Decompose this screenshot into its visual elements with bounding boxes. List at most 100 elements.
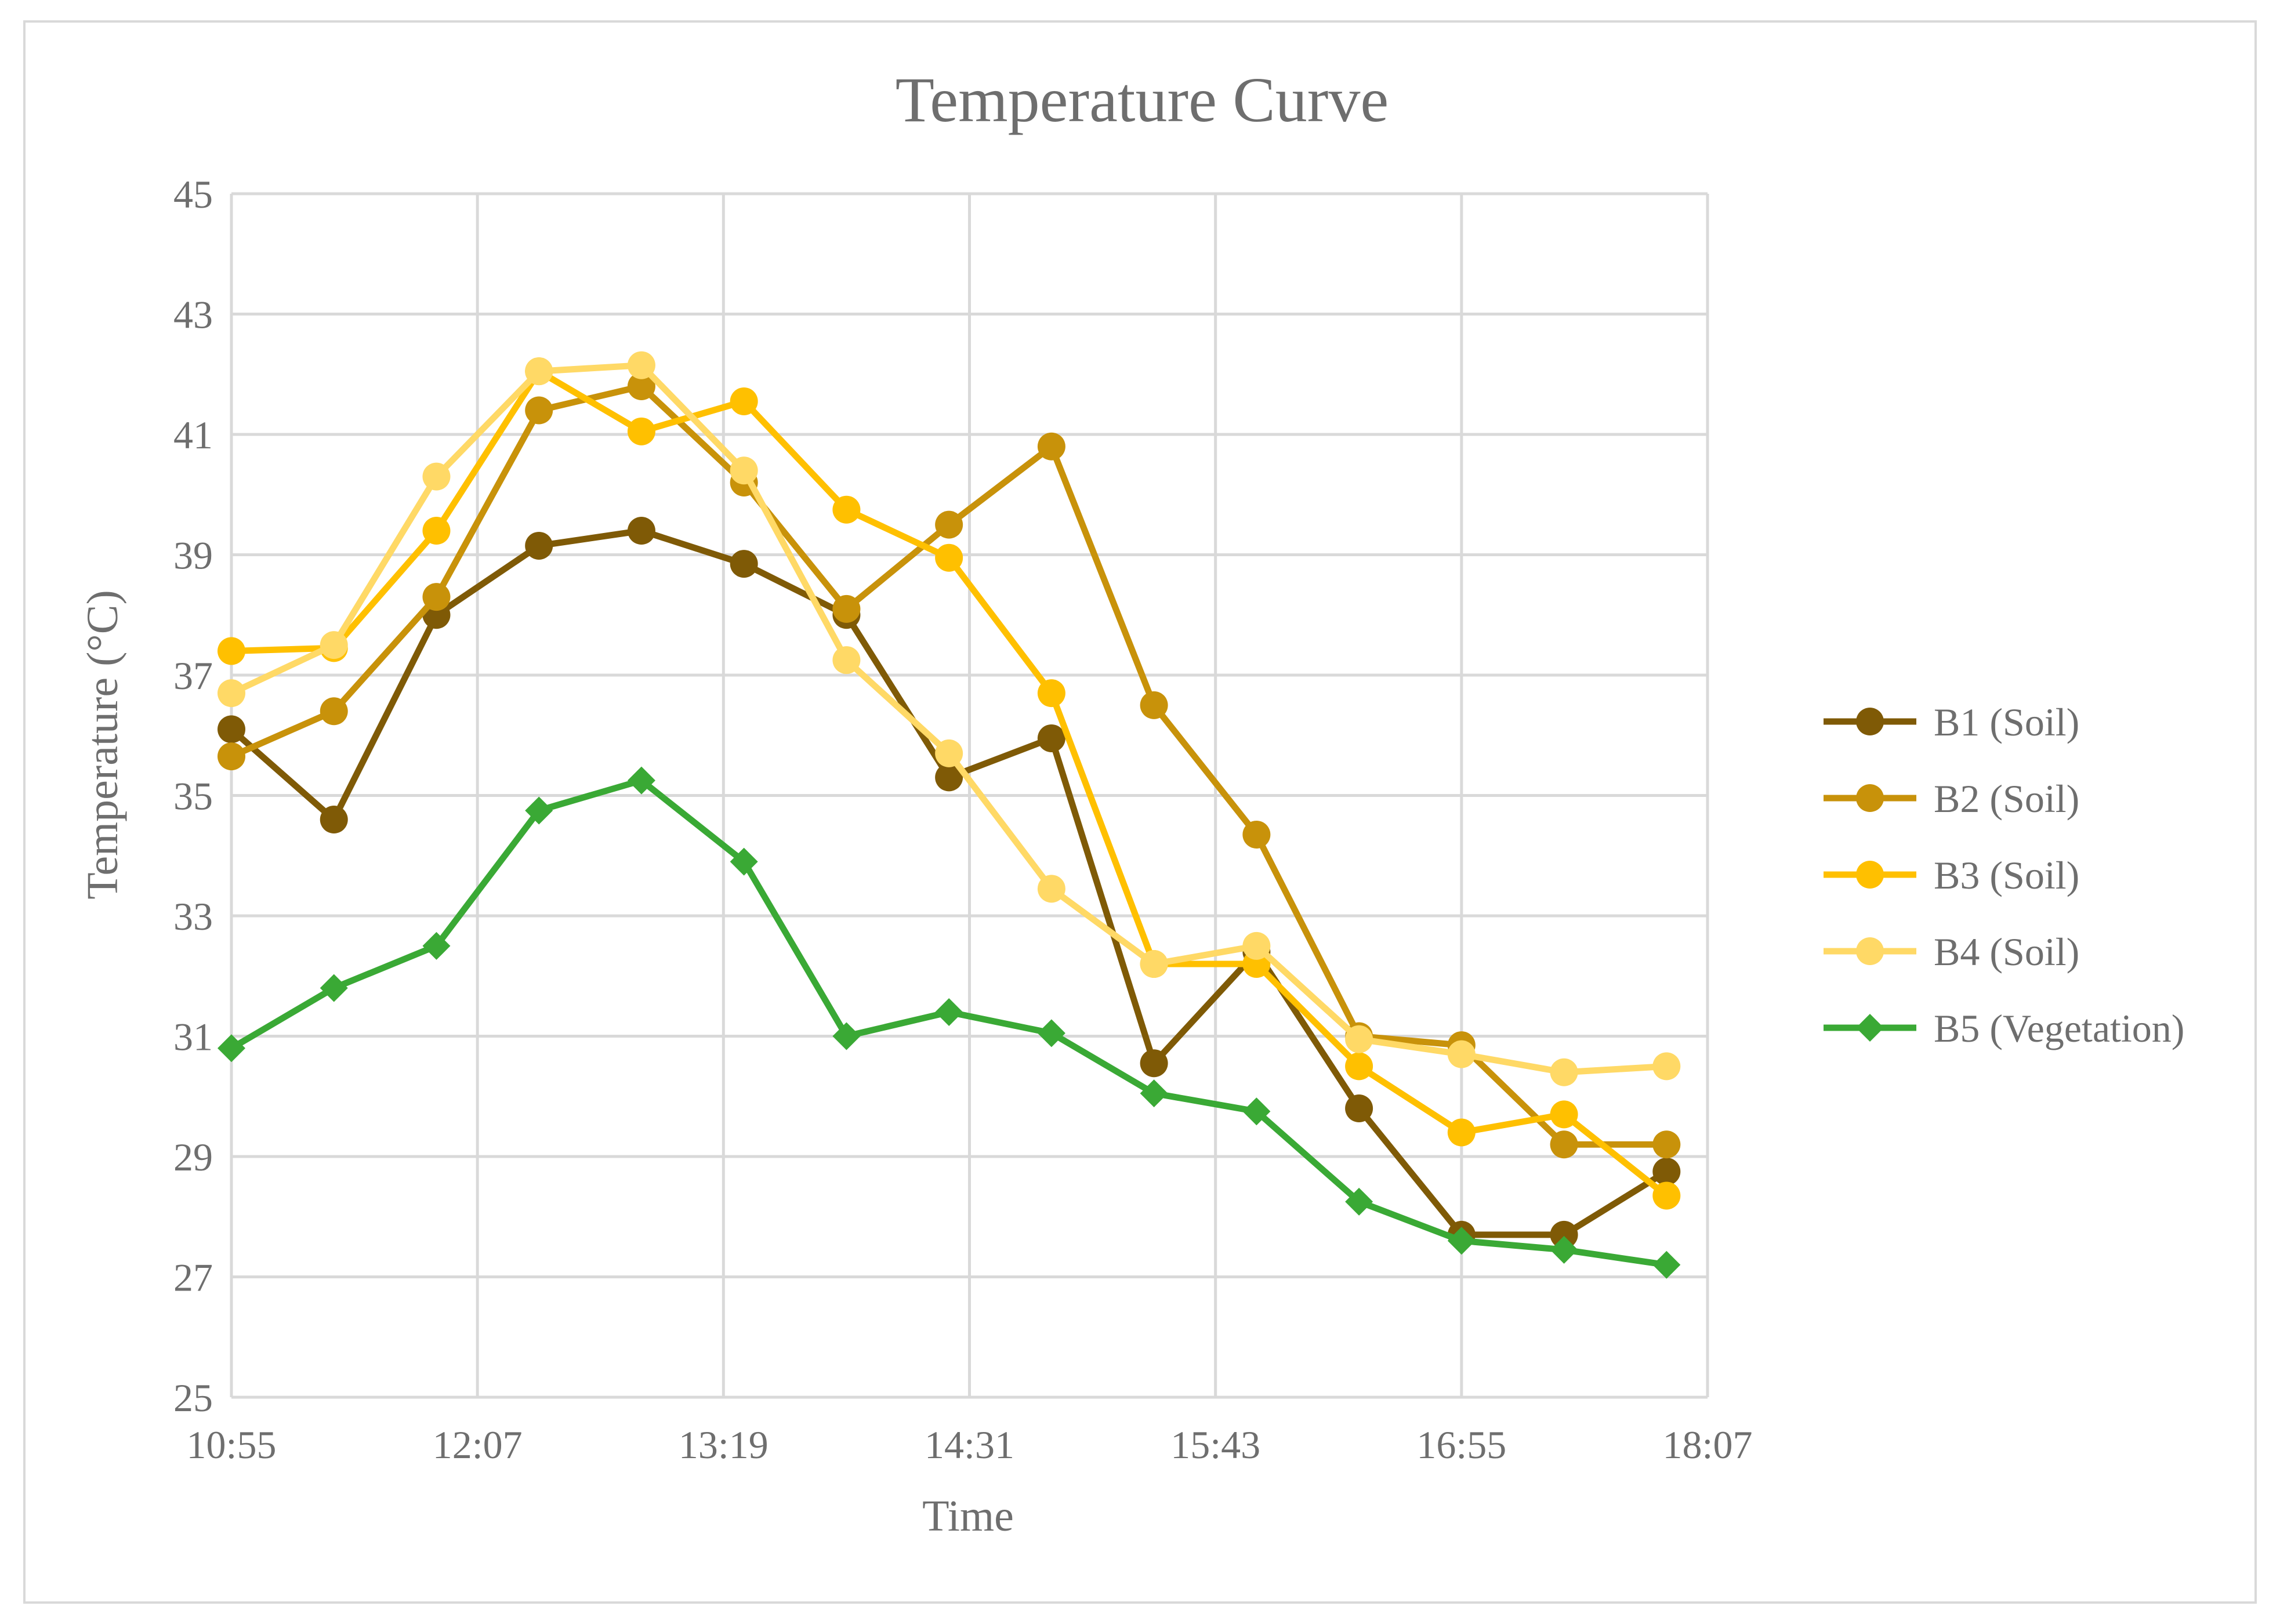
y-tick-label: 31 — [173, 1015, 213, 1059]
series-3-point — [1447, 1118, 1476, 1147]
series-3-point — [627, 417, 655, 445]
series-4-point — [1550, 1058, 1578, 1086]
series-2 — [218, 372, 1681, 1159]
series-3-point — [1037, 679, 1065, 708]
y-tick-label: 43 — [173, 293, 213, 337]
series-1-point — [525, 531, 553, 560]
series-5-point — [218, 1034, 245, 1063]
x-axis-ticks: 10:55 12:07 13:19 14:31 15:43 16:55 18:07 — [187, 1423, 1753, 1467]
series-2-point — [1140, 691, 1168, 719]
series-1-point — [320, 806, 348, 833]
x-tick-label: 13:19 — [679, 1423, 769, 1467]
series-3-point — [422, 517, 451, 545]
x-tick-label: 16:55 — [1416, 1423, 1506, 1467]
temperature-line-chart: Temperature Curve 25 27 29 31 33 35 37 39 41 43 45… — [78, 64, 2184, 1540]
series-5-point — [1242, 1097, 1271, 1126]
series-5-point — [1447, 1227, 1476, 1255]
legend-swatch-marker — [1856, 708, 1884, 735]
series-5-point — [627, 766, 655, 795]
legend: B1 (Soil) B2 (Soil) B3 (Soil) B4 (Soil) B5 (… — [1824, 700, 2184, 1050]
legend-item: B5 (Vegetation) — [1824, 1006, 2184, 1050]
series-1-point — [730, 550, 758, 578]
series-1-point — [1550, 1220, 1578, 1249]
y-tick-label: 37 — [173, 654, 213, 698]
series-2-point — [1550, 1130, 1578, 1159]
y-tick-label: 29 — [173, 1135, 213, 1179]
series-1-point — [1345, 1094, 1373, 1122]
series-3-point — [935, 543, 963, 572]
series-5-point — [1140, 1079, 1168, 1108]
series-4-point — [627, 351, 655, 379]
series-3-point — [1550, 1100, 1578, 1129]
series-lines — [218, 351, 1681, 1279]
series-4-point — [1242, 931, 1271, 960]
x-tick-label: 10:55 — [187, 1423, 277, 1467]
x-tick-label: 18:07 — [1663, 1423, 1753, 1467]
chart-title: Temperature Curve — [896, 64, 1389, 135]
legend-item: B4 (Soil) — [1824, 930, 2079, 974]
series-2-point — [1037, 432, 1065, 461]
series-2-point — [627, 372, 655, 400]
series-5-point — [320, 974, 348, 1002]
legend-item: B2 (Soil) — [1824, 777, 2079, 821]
series-3-point — [730, 387, 758, 415]
series-5-point — [730, 847, 758, 876]
y-tick-label: 33 — [173, 894, 213, 938]
legend-label: B4 (Soil) — [1934, 930, 2079, 974]
series-1-point — [1037, 724, 1065, 752]
series-3-point — [218, 637, 245, 665]
y-axis-label: Temperature (°C) — [78, 590, 127, 900]
legend-label: B3 (Soil) — [1934, 853, 2079, 897]
series-5 — [218, 766, 1681, 1279]
y-tick-label: 41 — [173, 413, 213, 457]
x-tick-label: 14:31 — [925, 1423, 1014, 1467]
series-1-point — [935, 763, 963, 792]
legend-swatch-marker — [1856, 784, 1884, 812]
series-4-point — [218, 679, 245, 708]
series-5-point — [525, 796, 553, 825]
series-2-point — [832, 594, 861, 623]
series-1-point — [218, 715, 245, 744]
series-5-point — [1550, 1235, 1578, 1264]
x-axis-label: Time — [922, 1492, 1014, 1540]
series-2-point — [525, 396, 553, 425]
chart-frame: Temperature Curve 25 27 29 31 33 35 37 39 41 43 45… — [23, 20, 2257, 1604]
series-2-point — [1242, 820, 1271, 849]
series-3-point — [832, 495, 861, 524]
series-2-point — [1652, 1130, 1681, 1159]
series-1-point — [1140, 1049, 1168, 1078]
series-2-point — [935, 510, 963, 539]
series-4-point — [1447, 1040, 1476, 1068]
series-4-point — [422, 462, 451, 491]
x-tick-label: 12:07 — [433, 1423, 523, 1467]
series-4-point — [832, 646, 861, 675]
series-1-point — [1652, 1157, 1681, 1186]
legend-label: B2 (Soil) — [1934, 777, 2079, 821]
series-4 — [218, 351, 1681, 1086]
legend-swatch-marker — [1856, 937, 1884, 965]
series-4-point — [1345, 1025, 1373, 1053]
series-5-point — [1652, 1250, 1681, 1279]
x-tick-label: 15:43 — [1170, 1423, 1260, 1467]
series-4-point — [525, 357, 553, 386]
series-4-point — [1037, 875, 1065, 903]
series-1-point — [627, 517, 655, 545]
legend-item: B1 (Soil) — [1824, 700, 2079, 744]
series-4-point — [935, 739, 963, 767]
series-5-point — [422, 931, 451, 960]
y-tick-label: 27 — [173, 1256, 213, 1300]
legend-label: B1 (Soil) — [1934, 700, 2079, 744]
legend-swatch-marker — [1856, 1014, 1884, 1042]
series-5-point — [832, 1022, 861, 1050]
series-4-point — [730, 456, 758, 485]
series-3-point — [1652, 1181, 1681, 1210]
y-tick-label: 35 — [173, 774, 213, 818]
series-2-point — [422, 583, 451, 611]
series-2-point — [218, 742, 245, 771]
legend-item: B3 (Soil) — [1824, 853, 2079, 897]
legend-swatch-marker — [1856, 861, 1884, 889]
series-4-point — [320, 631, 348, 659]
series-2-point — [320, 697, 348, 726]
series-4-point — [1140, 950, 1168, 978]
legend-label: B5 (Vegetation) — [1934, 1006, 2184, 1050]
